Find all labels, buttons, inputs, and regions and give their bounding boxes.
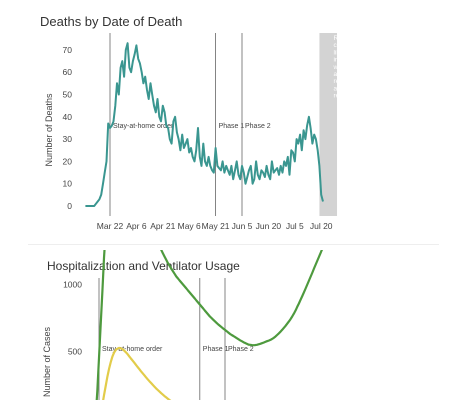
annotation-label: Phase 1: [219, 123, 245, 130]
y-tick-label: 1000: [63, 280, 82, 290]
y-tick-label: 10: [63, 179, 73, 189]
y-tick-label: 20: [63, 156, 73, 166]
annotation-label: Phase 2: [228, 346, 254, 353]
y-tick-label: 70: [63, 45, 73, 55]
y-tick-label: 60: [63, 67, 73, 77]
x-tick-label: May 21: [202, 221, 230, 231]
x-tick-label: Jun 20: [256, 221, 282, 231]
deaths-y-axis-label: Number of Deaths: [44, 93, 54, 167]
hospitalization-chart: Hospitalization and Ventilator Usage Num…: [42, 146, 394, 405]
x-tick-label: Jul 20: [310, 221, 333, 231]
deaths-chart-title: Deaths by Date of Death: [40, 14, 182, 29]
y-tick-label: 30: [63, 134, 73, 144]
hospitalization-chart-title: Hospitalization and Ventilator Usage: [47, 259, 240, 273]
x-tick-label: Jun 5: [232, 221, 253, 231]
deaths-series-line: [85, 42, 324, 207]
x-tick-label: May 6: [178, 221, 201, 231]
y-tick-label: 40: [63, 112, 73, 122]
annotation-label: Stay-at-home order: [102, 346, 163, 353]
deaths-chart: Deaths by Date of Death Number of Deaths…: [40, 14, 364, 231]
hospitalization-chart-panel: Hospitalization and Ventilator Usage Num…: [0, 146, 449, 405]
shaded-region: [319, 33, 338, 216]
y-tick-label: 0: [67, 201, 72, 211]
y-tick-label: 500: [68, 346, 82, 356]
annotation-label: Phase 1: [203, 346, 229, 353]
y-tick-label: 50: [63, 90, 73, 100]
x-tick-label: Jul 5: [286, 221, 304, 231]
x-tick-label: Mar 22: [97, 221, 124, 231]
x-tick-label: Apr 6: [126, 221, 147, 231]
ventilator-series-line: [101, 346, 179, 405]
annotation-label: Phase 2: [245, 123, 271, 130]
shaded-region-label: Recent counts are likely to increase when add…: [332, 35, 364, 100]
chart-divider: [28, 244, 439, 245]
annotation-label: Stay-at-home order: [113, 123, 174, 130]
x-tick-label: Apr 21: [150, 221, 175, 231]
deaths-chart-panel: Deaths by Date of Death Number of Deaths…: [40, 14, 364, 231]
hospitalization-y-axis-label: Number of Cases: [42, 326, 52, 397]
